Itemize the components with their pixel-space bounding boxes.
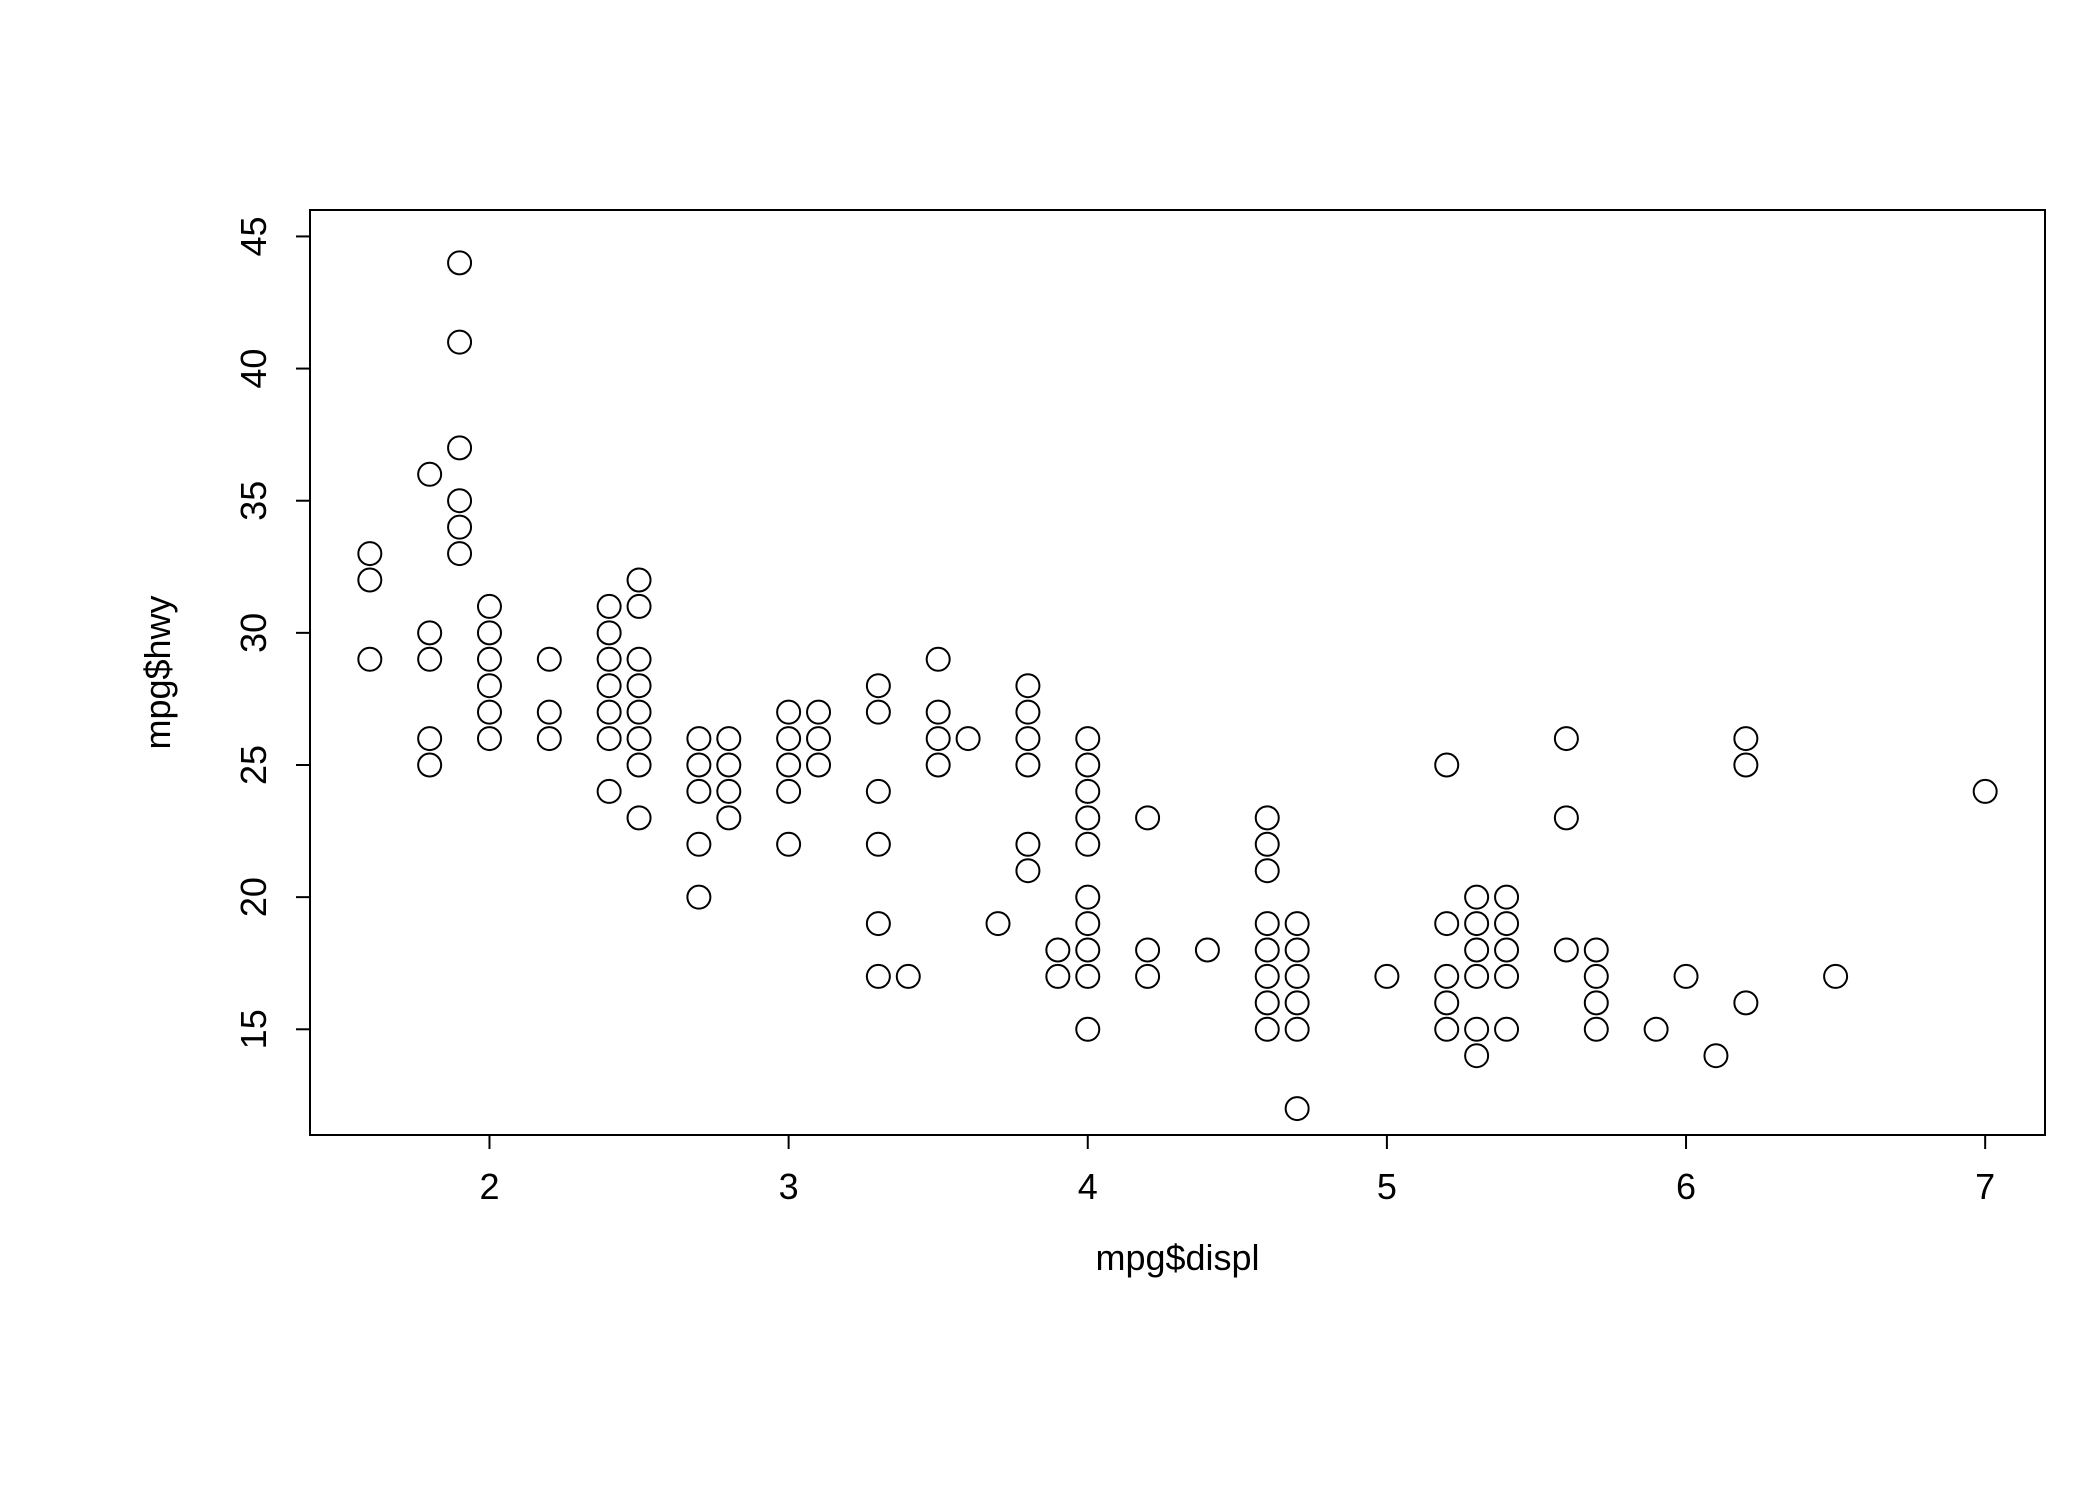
plot-background bbox=[0, 0, 2100, 1500]
x-tick-label: 5 bbox=[1377, 1166, 1397, 1207]
y-tick-label: 20 bbox=[233, 877, 274, 917]
y-tick-label: 15 bbox=[233, 1009, 274, 1049]
y-axis-label: mpg$hwy bbox=[137, 595, 178, 749]
x-tick-label: 4 bbox=[1078, 1166, 1098, 1207]
y-tick-label: 45 bbox=[233, 216, 274, 256]
scatter-svg: 23456715202530354045mpg$displmpg$hwy bbox=[0, 0, 2100, 1500]
x-axis-label: mpg$displ bbox=[1095, 1237, 1259, 1278]
x-tick-label: 2 bbox=[479, 1166, 499, 1207]
y-tick-label: 25 bbox=[233, 745, 274, 785]
y-tick-label: 40 bbox=[233, 349, 274, 389]
x-tick-label: 6 bbox=[1676, 1166, 1696, 1207]
x-tick-label: 7 bbox=[1975, 1166, 1995, 1207]
y-tick-label: 35 bbox=[233, 481, 274, 521]
x-tick-label: 3 bbox=[779, 1166, 799, 1207]
y-tick-label: 30 bbox=[233, 613, 274, 653]
scatter-chart: 23456715202530354045mpg$displmpg$hwy bbox=[0, 0, 2100, 1500]
